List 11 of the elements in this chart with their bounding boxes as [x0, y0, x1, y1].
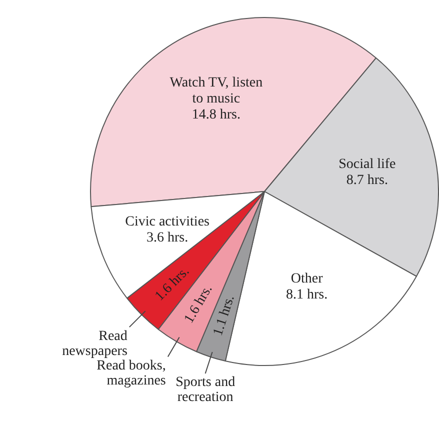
data-label: 14.8 hrs. [192, 108, 241, 123]
data-label: 8.7 hrs. [346, 173, 388, 188]
slice-label: Social life [338, 157, 396, 172]
slice-label: Other [290, 272, 324, 287]
slice-label: Read newspapers [62, 328, 128, 359]
slice-label: Read books, magazines [96, 358, 166, 388]
slice-label: Sports and recreation [176, 375, 236, 406]
slice-label: Civic activities [125, 214, 210, 230]
data-label: 8.1 hrs. [286, 288, 328, 303]
slice-label: Watch TV, listen to music [170, 76, 263, 107]
data-label: 3.6 hrs. [146, 230, 188, 246]
